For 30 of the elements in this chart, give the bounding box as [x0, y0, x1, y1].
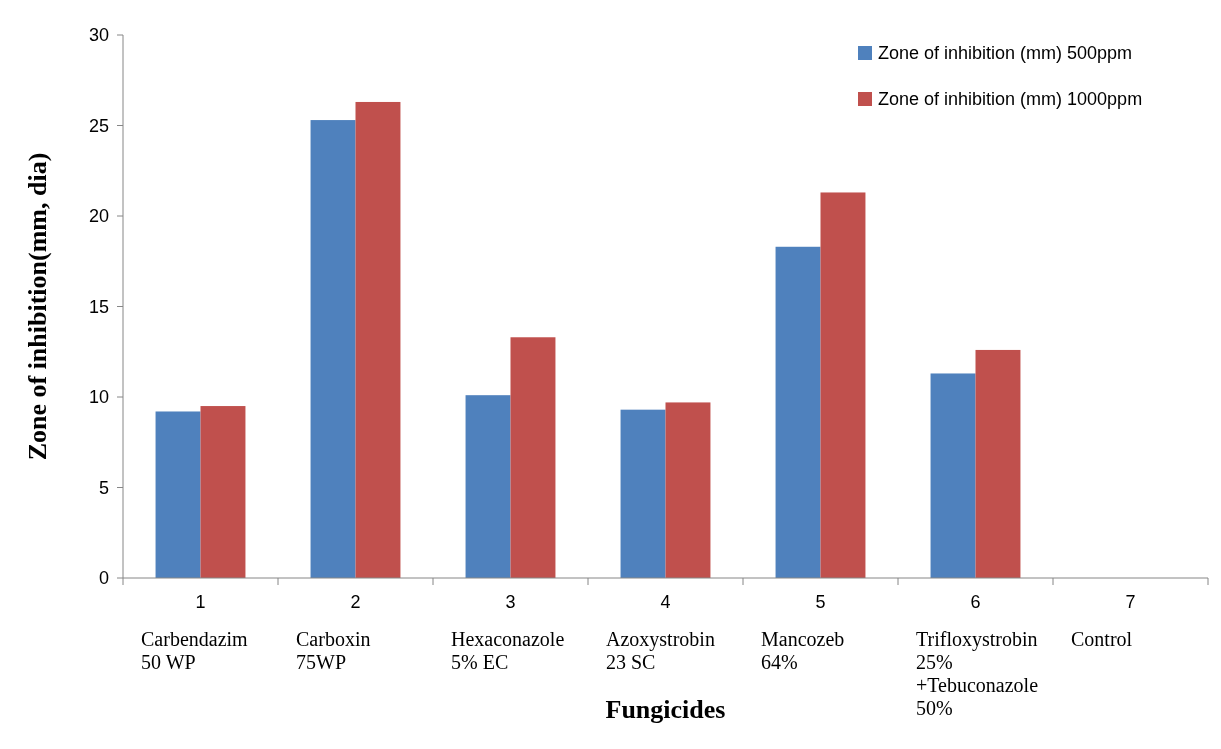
y-tick-label: 20: [88, 206, 109, 227]
bar: [775, 246, 821, 578]
bar: [510, 337, 556, 578]
bar: [310, 120, 356, 578]
bar: [665, 402, 711, 578]
y-tick-label: 5: [98, 477, 109, 498]
bar: [465, 395, 511, 578]
y-axis-title: Zone of inhibition(mm, dia): [23, 152, 52, 461]
y-tick-label: 15: [88, 296, 109, 317]
legend-label: Zone of inhibition (mm) 1000ppm: [878, 89, 1143, 110]
x-tick-label: 5 Mancozeb 64%: [761, 592, 845, 673]
bar: [355, 101, 401, 578]
bar: [200, 406, 246, 578]
bar: [820, 192, 866, 578]
y-tick-label: 30: [88, 25, 109, 46]
legend-label: Zone of inhibition (mm) 500ppm: [878, 43, 1133, 64]
x-axis-title: Fungicides: [605, 695, 726, 724]
x-tick-label: 7 Control: [1071, 592, 1136, 650]
x-tick-label: 1 Carbendazim 50 WP: [141, 592, 249, 673]
bar: [930, 373, 976, 578]
x-tick-label: 4 Azoxystrobin 23 SC: [606, 592, 715, 673]
x-tick-label: 2 Carboxin 75WP: [296, 592, 371, 673]
y-tick-label: 25: [88, 115, 109, 136]
x-tick-label: 6 Trifloxystrobin 25% +Tebuconazole 50%: [916, 592, 1039, 719]
bar: [975, 349, 1021, 578]
y-tick-label: 10: [88, 387, 109, 408]
bar: [620, 409, 666, 578]
x-tick-label: 3 Hexaconazole 5% EC: [451, 592, 565, 673]
y-tick-label: 0: [98, 568, 109, 589]
bar: [155, 411, 201, 578]
